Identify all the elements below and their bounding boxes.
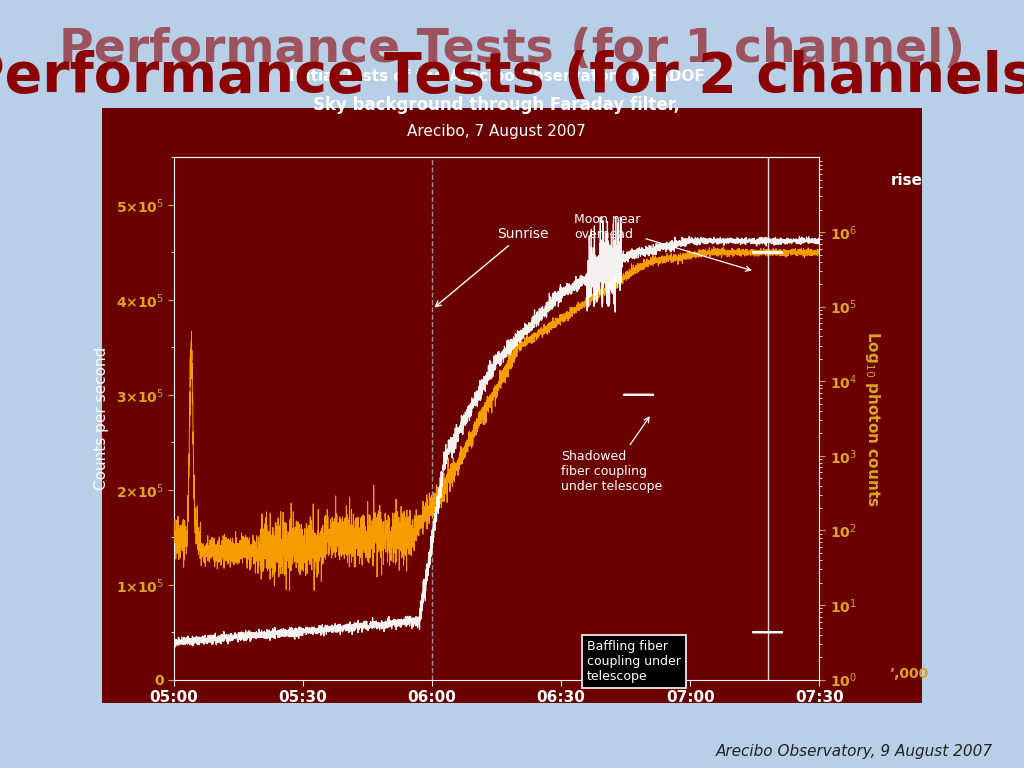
Y-axis label: Log$_{10}$ photon counts: Log$_{10}$ photon counts [862,331,882,506]
Text: Shadowed
fiber coupling
under telescope: Shadowed fiber coupling under telescope [561,417,663,493]
Text: ’,000: ’,000 [889,667,928,681]
Text: Sunrise: Sunrise [435,227,548,306]
Text: rise: rise [891,173,923,188]
Text: Baffling fiber
coupling under
telescope: Baffling fiber coupling under telescope [587,640,681,683]
Text: Arecibo, 7 August 2007: Arecibo, 7 August 2007 [408,124,586,139]
Text: Performance Tests (for 2 channels): Performance Tests (for 2 channels) [0,50,1024,104]
Text: Initial Tests of the Arecibo Observatory K FADOF: Initial Tests of the Arecibo Observatory… [289,69,705,84]
Text: Sky background through Faraday filter,: Sky background through Faraday filter, [313,96,680,114]
Y-axis label: Counts per second: Counts per second [93,347,109,490]
Text: Arecibo Observatory, 9 August 2007: Arecibo Observatory, 9 August 2007 [716,743,993,759]
Text: Performance Tests (for 1 channel): Performance Tests (for 1 channel) [59,28,965,72]
Text: Moon near
overhead: Moon near overhead [574,214,751,271]
